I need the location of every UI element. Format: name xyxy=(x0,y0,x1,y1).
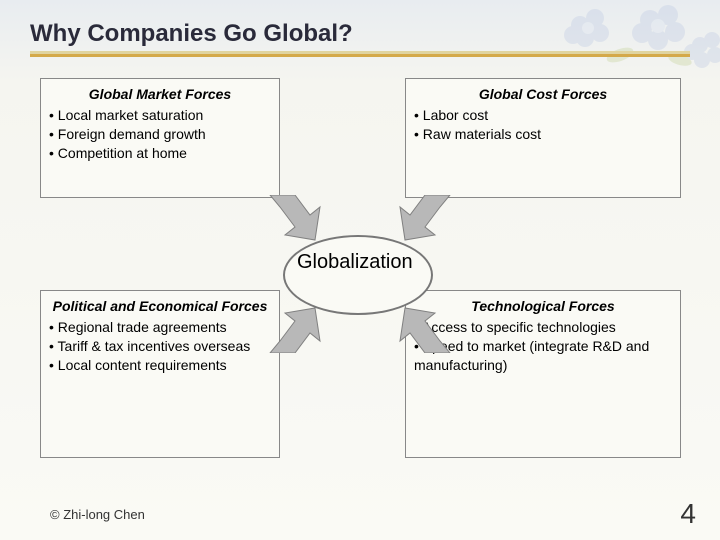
box-title: Global Market Forces xyxy=(49,85,271,104)
box-title: Political and Economical Forces xyxy=(49,297,271,316)
footer-credit: © Zhi-long Chen xyxy=(50,507,145,522)
box-item: • Local content requirements xyxy=(49,356,271,375)
box-item: • Foreign demand growth xyxy=(49,125,271,144)
box-item: • Local market saturation xyxy=(49,106,271,125)
center-label: Globalization xyxy=(297,251,413,273)
box-global-cost-forces: Global Cost Forces • Labor cost • Raw ma… xyxy=(405,78,681,198)
box-title: Global Cost Forces xyxy=(414,85,672,104)
page-number: 4 xyxy=(680,498,696,530)
box-item: • Regional trade agreements xyxy=(49,318,271,337)
box-item: • Tariff & tax incentives overseas xyxy=(49,337,271,356)
title-underline xyxy=(30,54,690,57)
box-item: • Labor cost xyxy=(414,106,672,125)
title-bar: Why Companies Go Global? xyxy=(30,20,690,57)
box-global-market-forces: Global Market Forces • Local market satu… xyxy=(40,78,280,198)
box-item: • Competition at home xyxy=(49,144,271,163)
center-ellipse: Globalization xyxy=(283,235,433,315)
arrow-from-tr xyxy=(395,195,455,250)
box-political-economical-forces: Political and Economical Forces • Region… xyxy=(40,290,280,458)
slide-title: Why Companies Go Global? xyxy=(30,20,690,54)
box-item: • Raw materials cost xyxy=(414,125,672,144)
